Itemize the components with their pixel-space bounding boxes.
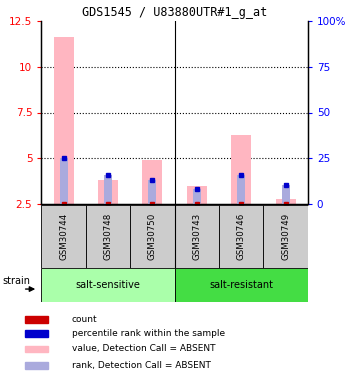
Text: GSM30750: GSM30750 (148, 213, 157, 260)
Bar (282, 185, 289, 204)
Text: GSM30746: GSM30746 (237, 213, 246, 260)
Text: GSM30749: GSM30749 (281, 213, 290, 260)
Bar (86, 205, 130, 268)
Bar (104, 175, 112, 204)
Bar (25, 362, 48, 369)
Bar (237, 175, 245, 204)
Text: GSM30744: GSM30744 (59, 213, 68, 260)
Bar (264, 205, 308, 268)
Text: rank, Detection Call = ABSENT: rank, Detection Call = ABSENT (72, 361, 211, 370)
Text: salt-resistant: salt-resistant (209, 280, 273, 290)
Bar (219, 205, 264, 268)
Text: GSM30748: GSM30748 (104, 213, 112, 260)
Bar (41, 268, 175, 302)
Text: strain: strain (2, 276, 30, 286)
Bar (148, 180, 156, 204)
Bar (130, 205, 175, 268)
Text: salt-sensitive: salt-sensitive (76, 280, 140, 290)
Title: GDS1545 / U83880UTR#1_g_at: GDS1545 / U83880UTR#1_g_at (82, 6, 267, 20)
Bar (187, 186, 207, 204)
Text: GSM30743: GSM30743 (192, 213, 201, 260)
Bar (175, 205, 219, 268)
Text: value, Detection Call = ABSENT: value, Detection Call = ABSENT (72, 344, 215, 353)
Bar (193, 189, 201, 204)
Bar (231, 135, 251, 204)
Bar (54, 37, 73, 204)
Bar (276, 199, 296, 204)
Bar (25, 330, 48, 337)
Bar (41, 205, 86, 268)
Bar (143, 160, 162, 204)
Bar (25, 316, 48, 322)
Bar (25, 346, 48, 352)
Bar (175, 268, 308, 302)
Text: count: count (72, 315, 97, 324)
Bar (60, 158, 68, 204)
Bar (98, 180, 118, 204)
Text: percentile rank within the sample: percentile rank within the sample (72, 329, 225, 338)
